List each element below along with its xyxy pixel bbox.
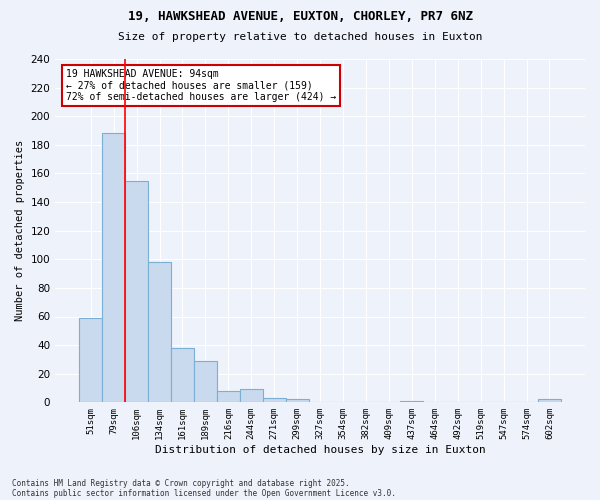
Text: 19 HAWKSHEAD AVENUE: 94sqm
← 27% of detached houses are smaller (159)
72% of sem: 19 HAWKSHEAD AVENUE: 94sqm ← 27% of deta… xyxy=(66,70,336,102)
Text: Contains public sector information licensed under the Open Government Licence v3: Contains public sector information licen… xyxy=(12,488,396,498)
Text: Size of property relative to detached houses in Euxton: Size of property relative to detached ho… xyxy=(118,32,482,42)
Bar xyxy=(194,361,217,403)
Bar xyxy=(171,348,194,403)
Bar xyxy=(538,400,561,402)
Bar xyxy=(217,391,240,402)
X-axis label: Distribution of detached houses by size in Euxton: Distribution of detached houses by size … xyxy=(155,445,485,455)
Bar xyxy=(240,390,263,402)
Text: Contains HM Land Registry data © Crown copyright and database right 2025.: Contains HM Land Registry data © Crown c… xyxy=(12,478,350,488)
Bar xyxy=(263,398,286,402)
Text: 19, HAWKSHEAD AVENUE, EUXTON, CHORLEY, PR7 6NZ: 19, HAWKSHEAD AVENUE, EUXTON, CHORLEY, P… xyxy=(128,10,473,23)
Bar xyxy=(286,400,308,402)
Y-axis label: Number of detached properties: Number of detached properties xyxy=(15,140,25,322)
Bar xyxy=(102,134,125,402)
Bar xyxy=(400,401,423,402)
Bar xyxy=(79,318,102,402)
Bar xyxy=(148,262,171,402)
Bar xyxy=(125,180,148,402)
